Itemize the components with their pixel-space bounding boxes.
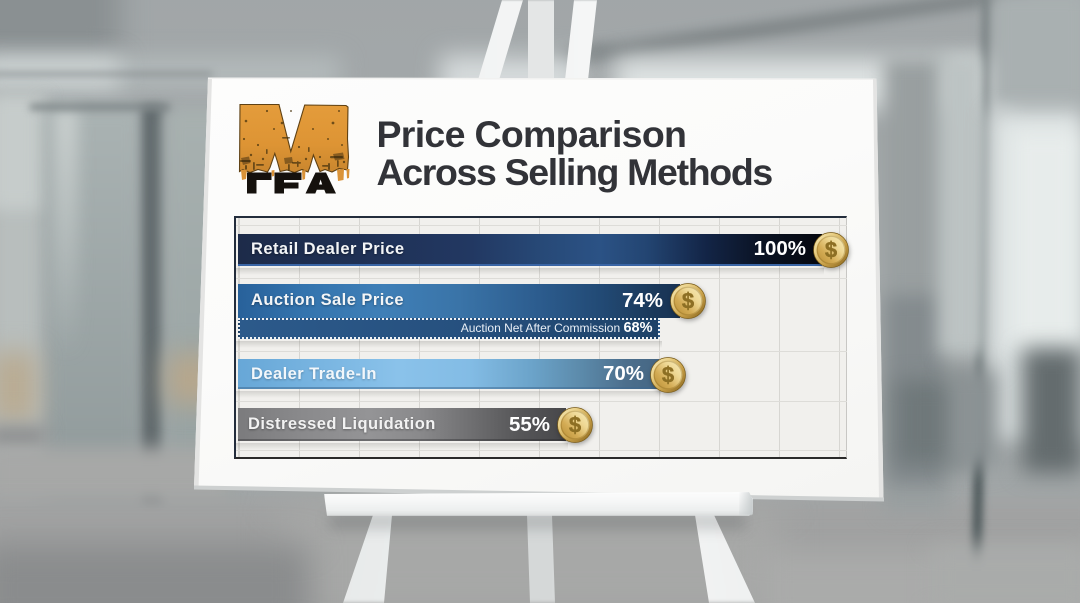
svg-text:$: $ [662,362,674,387]
svg-text:$: $ [569,412,581,437]
svg-text:$: $ [824,237,836,262]
svg-text:$: $ [682,289,694,314]
